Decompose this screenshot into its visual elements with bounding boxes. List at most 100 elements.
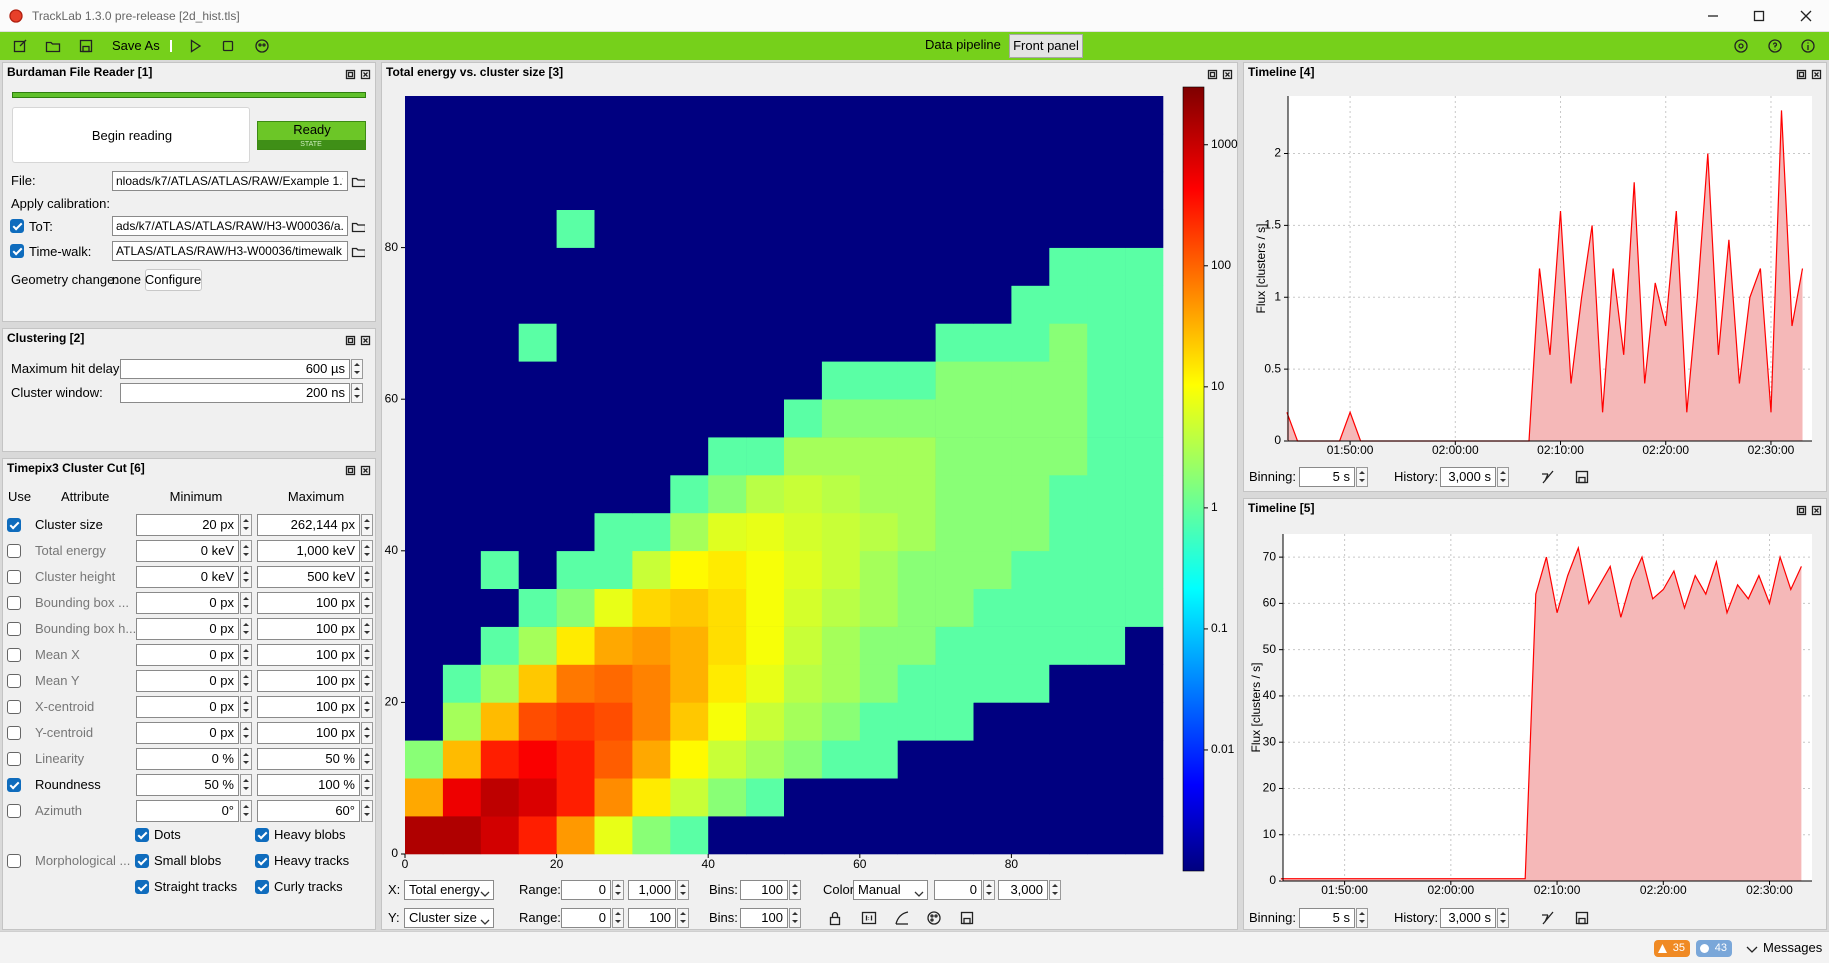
checkbox[interactable] xyxy=(7,804,21,818)
input-field[interactable]: 100 xyxy=(628,908,676,928)
input-field[interactable]: 3,000 xyxy=(998,880,1048,900)
spin-box[interactable] xyxy=(351,359,363,379)
input-field[interactable]: 100 px xyxy=(257,696,360,718)
aspect-button[interactable] xyxy=(861,910,877,926)
dropdown[interactable]: Manual xyxy=(853,880,928,900)
close-button[interactable] xyxy=(1811,67,1822,79)
float-button[interactable] xyxy=(345,463,356,475)
file-path-field[interactable]: nloads/k7/ATLAS/ATLAS/RAW/Example 1.txt xyxy=(112,171,348,191)
input-field[interactable]: 600 µs xyxy=(120,359,350,379)
timewalk-path-field[interactable]: ATLAS/ATLAS/RAW/H3-W00036/timewalk.txt xyxy=(112,241,348,261)
input-field[interactable]: 500 keV xyxy=(257,566,360,588)
open-button[interactable] xyxy=(45,38,61,54)
spin-box[interactable] xyxy=(240,618,252,640)
spin-box[interactable] xyxy=(612,908,624,928)
checkbox[interactable] xyxy=(7,570,21,584)
checkbox[interactable] xyxy=(7,518,21,532)
help-button[interactable] xyxy=(1767,38,1783,54)
input-field[interactable]: 3,000 s xyxy=(1440,467,1496,487)
browse-button[interactable] xyxy=(351,174,367,188)
spin-box[interactable] xyxy=(1497,908,1509,928)
checkbox[interactable] xyxy=(7,700,21,714)
spin-box[interactable] xyxy=(240,566,252,588)
spin-box[interactable] xyxy=(240,800,252,822)
checkbox[interactable] xyxy=(7,778,21,792)
spin-box[interactable] xyxy=(240,592,252,614)
palette-button[interactable] xyxy=(926,910,942,926)
spin-box[interactable] xyxy=(361,540,373,562)
run-button[interactable] xyxy=(187,38,203,54)
button-label[interactable]: Configure xyxy=(144,272,202,287)
clear-button[interactable] xyxy=(1540,910,1556,926)
input-field[interactable]: 0 keV xyxy=(136,540,239,562)
input-field[interactable]: 0 xyxy=(561,880,611,900)
float-button[interactable] xyxy=(1207,67,1218,79)
checkbox[interactable] xyxy=(7,674,21,688)
float-button[interactable] xyxy=(1796,67,1807,79)
spin-box[interactable] xyxy=(677,908,689,928)
input-field[interactable]: 0 xyxy=(934,880,982,900)
spin-box[interactable] xyxy=(240,514,252,536)
clear-button[interactable] xyxy=(1540,469,1556,485)
input-field[interactable]: 60° xyxy=(257,800,360,822)
checkbox[interactable] xyxy=(7,596,21,610)
checkbox[interactable] xyxy=(7,752,21,766)
browse-button[interactable] xyxy=(351,219,367,233)
checkbox[interactable] xyxy=(135,828,149,842)
debug-button[interactable] xyxy=(254,38,270,54)
spin-box[interactable] xyxy=(361,696,373,718)
dropdown[interactable]: Total energy xyxy=(404,880,494,900)
spin-box[interactable] xyxy=(1356,908,1368,928)
spin-box[interactable] xyxy=(240,696,252,718)
checkbox[interactable] xyxy=(7,544,21,558)
spin-box[interactable] xyxy=(361,514,373,536)
save-button[interactable] xyxy=(78,38,94,54)
input-field[interactable]: 5 s xyxy=(1299,908,1355,928)
checkbox[interactable] xyxy=(255,854,269,868)
spin-box[interactable] xyxy=(1497,467,1509,487)
messages-toggle[interactable] xyxy=(1744,941,1758,955)
input-field[interactable]: 0 px xyxy=(136,618,239,640)
input-field[interactable]: 20 px xyxy=(136,514,239,536)
spin-box[interactable] xyxy=(240,774,252,796)
input-field[interactable]: 0 px xyxy=(136,670,239,692)
spin-box[interactable] xyxy=(240,722,252,744)
input-field[interactable]: 0 % xyxy=(136,748,239,770)
spin-box[interactable] xyxy=(351,383,363,403)
input-field[interactable]: 0 px xyxy=(136,696,239,718)
input-field[interactable]: 0 px xyxy=(136,644,239,666)
input-field[interactable]: 3,000 s xyxy=(1440,908,1496,928)
minimize-button[interactable] xyxy=(1705,8,1721,24)
input-field[interactable]: 0 xyxy=(561,908,611,928)
checkbox[interactable] xyxy=(10,244,24,258)
input-field[interactable]: 0 px xyxy=(136,592,239,614)
export-button[interactable] xyxy=(1574,910,1590,926)
fit-button[interactable] xyxy=(894,910,910,926)
input-field[interactable]: 0 px xyxy=(136,722,239,744)
export-button[interactable] xyxy=(1574,469,1590,485)
spin-box[interactable] xyxy=(789,880,801,900)
stop-button[interactable] xyxy=(220,38,236,54)
close-button[interactable] xyxy=(360,333,371,345)
button-label[interactable]: Begin reading xyxy=(91,128,173,143)
close-button[interactable] xyxy=(360,67,371,79)
input-field[interactable]: 100 px xyxy=(257,618,360,640)
dropdown[interactable]: Cluster size xyxy=(404,908,494,928)
spin-box[interactable] xyxy=(983,880,995,900)
input-field[interactable]: 100 px xyxy=(257,722,360,744)
tab[interactable]: Front panel xyxy=(1009,34,1083,58)
export-button[interactable] xyxy=(959,910,975,926)
input-field[interactable]: 100 px xyxy=(257,592,360,614)
input-field[interactable]: 1,000 keV xyxy=(257,540,360,562)
input-field[interactable]: 100 % xyxy=(257,774,360,796)
input-field[interactable]: 50 % xyxy=(136,774,239,796)
spin-box[interactable] xyxy=(361,722,373,744)
lock-button[interactable] xyxy=(827,910,843,926)
close-window-button[interactable] xyxy=(1798,8,1814,24)
input-field[interactable]: 100 px xyxy=(257,670,360,692)
close-button[interactable] xyxy=(1811,503,1822,515)
browse-button[interactable] xyxy=(351,244,367,258)
settings-button[interactable] xyxy=(1733,38,1749,54)
checkbox[interactable] xyxy=(7,622,21,636)
spin-box[interactable] xyxy=(789,908,801,928)
